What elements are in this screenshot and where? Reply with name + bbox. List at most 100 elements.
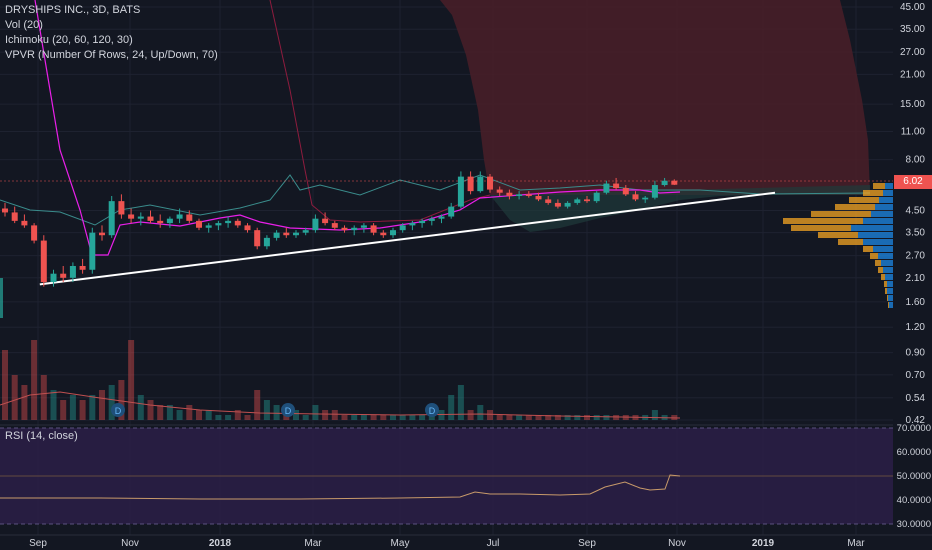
candle-body [584,199,590,202]
price-tick-label: 45.00 [900,2,925,13]
rsi-legend[interactable]: RSI (14, close) [5,430,78,442]
candle-body [137,216,144,219]
dividend-marker-label: D [429,406,436,416]
candle-body [428,218,435,221]
volume-bar [438,410,445,420]
volume-bar [351,415,358,420]
candle-body [302,230,309,233]
candle-body [196,220,202,228]
volume-bar [331,410,338,420]
candle-body [176,214,183,219]
volume-bar [273,405,280,420]
candle-body [506,192,513,196]
volume-bar [31,340,38,420]
candle-body [661,180,668,186]
price-tick-label: 3.50 [906,228,926,239]
candle-body [632,194,639,200]
vpvr-down-bar [849,197,879,203]
candle-body [525,194,532,196]
candle-body [283,232,290,236]
candle-body [516,194,523,196]
kijun-line [269,0,491,223]
volume-bar [380,415,387,420]
vpvr-up-bar [858,232,893,238]
candle-body [564,202,571,207]
vpvr-up-bar [878,253,893,259]
volume-bar [564,415,571,420]
candle-body [157,220,164,224]
volume-bar [419,415,426,420]
price-tick-label: 1.60 [906,297,926,308]
candle-body [613,183,620,189]
candle-body [351,227,358,231]
volume-bar [89,395,96,420]
time-tick-label: Mar [847,538,865,549]
volume-bar [593,415,600,420]
candle-body [60,273,67,278]
dividend-marker [281,403,295,417]
volume-bar [554,415,561,420]
candle-body [535,195,542,200]
volume-bar [166,405,173,420]
price-tick-label: 21.00 [900,69,925,80]
volume-bar [118,380,125,420]
last-price-tag: 6.02 [894,175,932,189]
candle-body [31,225,38,241]
price-tick-label: 27.00 [900,47,925,58]
candle-body [225,220,232,224]
vpvr-legend[interactable]: VPVR (Number Of Rows, 24, Up/Down, 70) [5,49,218,61]
volume-bar [0,278,3,318]
volume-bar [79,400,86,420]
trendline [39,191,776,286]
candle-body [554,202,561,207]
candle-body [118,201,125,215]
volume-bar [651,410,658,420]
candle-body [477,176,484,192]
vpvr-up-bar [889,302,893,308]
volume-bar [457,385,464,420]
volume-bar [40,375,47,420]
vol-legend[interactable]: Vol (20) [5,19,43,31]
vpvr-up-bar [851,225,893,231]
price-tick-label: 0.70 [906,370,926,381]
candle-body [651,185,658,198]
candle-body [89,232,96,270]
price-tick-label: 11.00 [901,126,926,137]
vpvr-down-bar [783,218,863,224]
price-tick-label: 4.50 [906,205,926,216]
vpvr-up-bar [887,281,893,287]
vpvr-up-bar [873,246,893,252]
volume-bar [69,395,76,420]
cloud-area [440,0,870,195]
vpvr-down-bar [888,302,889,308]
ichimoku-legend[interactable]: Ichimoku (20, 60, 120, 30) [5,34,133,46]
vpvr-up-bar [883,190,893,196]
candle-body [2,208,8,213]
vpvr-down-bar [884,281,887,287]
time-tick-label: Sep [578,538,596,549]
volume-bar [312,405,319,420]
candle-body [574,199,581,203]
candlesticks [2,171,678,287]
price-tick-label: 0.54 [906,393,926,404]
vpvr-down-bar [811,211,871,217]
volume-bar [2,350,8,420]
candle-body [341,227,348,231]
price-axis: 45.00 35.00 27.00 21.00 15.00 11.00 8.00 4.50 3.… [893,0,932,550]
volume-bar [176,410,183,420]
volume-bar [467,410,474,420]
candle-body [263,237,270,247]
volume-bar [137,395,144,420]
candle-body [69,265,76,278]
price-tick-label: 2.70 [906,251,926,262]
vpvr-down-bar [818,232,858,238]
volume-bar [584,415,590,420]
volume-bar [535,415,542,420]
vpvr-up-bar [863,218,893,224]
time-tick-label: Jul [487,538,500,549]
time-tick-label: Sep [29,538,47,549]
candle-body [128,214,135,219]
volume-bar [244,415,251,420]
